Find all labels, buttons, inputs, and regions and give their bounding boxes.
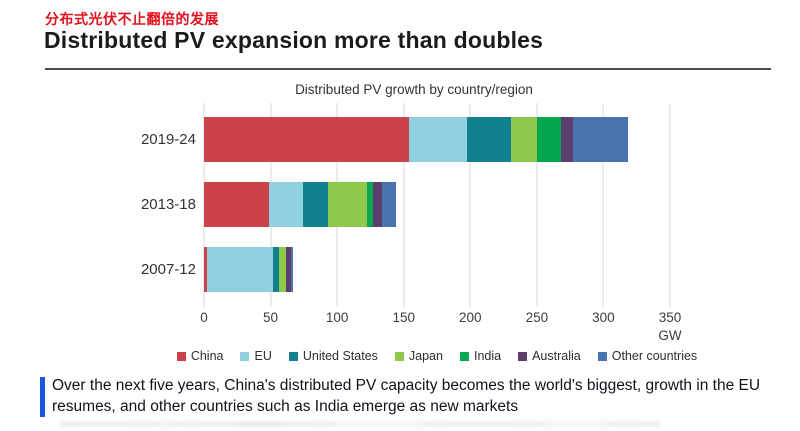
- gridline: [469, 103, 471, 307]
- x-tick-label: 50: [263, 310, 279, 325]
- legend-item-other-countries: Other countries: [597, 349, 698, 363]
- legend-item-united-states: United States: [288, 349, 378, 363]
- x-tick-label: 250: [525, 310, 549, 325]
- x-axis: GW 0 50 100 150 200 250 300 350: [200, 310, 681, 346]
- page-title: Distributed PV expansion more than doubl…: [44, 27, 544, 53]
- legend-item-australia: Australia: [518, 349, 581, 363]
- gridline: [602, 103, 604, 307]
- bar-2019-24: [204, 117, 670, 162]
- bar-segment-united-states: [272, 247, 279, 292]
- bar-segment-other-countries: [381, 182, 396, 227]
- x-tick-label: 0: [200, 310, 208, 325]
- x-tick-label: 350: [658, 310, 682, 325]
- gridline: [536, 103, 538, 307]
- legend-item-japan: Japan: [394, 349, 443, 363]
- legend-item-china: China: [176, 349, 224, 363]
- category-label: 2007-12: [140, 261, 196, 278]
- bar-segment-united-states: [466, 117, 511, 162]
- x-tick-label: 100: [325, 310, 349, 325]
- bar-segment-japan: [510, 117, 537, 162]
- legend-item-eu: EU: [240, 349, 272, 363]
- legend-label: India: [473, 349, 502, 363]
- chart-legend: China EU United States Japan India Australia O…: [104, 349, 770, 363]
- x-tick-label: 300: [592, 310, 615, 325]
- bar-segment-other-countries: [572, 117, 628, 162]
- bar-segment-united-states: [302, 182, 329, 227]
- legend-swatch: [240, 351, 250, 361]
- legend-label: United States: [302, 349, 378, 363]
- legend-swatch: [518, 351, 528, 361]
- caption-accent-bar: [40, 377, 45, 417]
- bar-segment-india: [367, 182, 374, 227]
- x-tick-label: 150: [392, 310, 415, 325]
- gridline: [403, 103, 405, 307]
- legend-swatch: [459, 351, 469, 361]
- legend-label: EU: [254, 349, 272, 363]
- legend-label: China: [190, 349, 224, 363]
- title-divider: [45, 68, 771, 70]
- bar-segment-australia: [285, 247, 291, 292]
- bar-segment-china: [204, 247, 208, 292]
- x-tick-label: 200: [459, 310, 482, 325]
- bar-segment-japan: [328, 182, 368, 227]
- bar-segment-china: [204, 182, 270, 227]
- legend-item-india: India: [459, 349, 502, 363]
- plot-area: [203, 103, 671, 307]
- x-axis-unit: GW: [658, 328, 682, 343]
- cropped-content-artifact: [60, 421, 660, 427]
- bar-segment-australia: [560, 117, 573, 162]
- bar-segment-eu: [269, 182, 303, 227]
- legend-label: Australia: [532, 349, 581, 363]
- legend-label: Other countries: [611, 349, 698, 363]
- category-axis: 2019-24 2013-18 2007-12: [128, 103, 196, 307]
- category-label: 2013-18: [140, 196, 196, 213]
- caption-text: Over the next five years, China's distri…: [52, 377, 761, 416]
- legend-label: Japan: [408, 349, 443, 363]
- bar-2007-12: [204, 247, 670, 292]
- chinese-subtitle: 分布式光伏不止翻倍的发展: [45, 11, 219, 27]
- chart-title: Distributed PV growth by country/region: [295, 82, 533, 97]
- legend-swatch: [176, 351, 186, 361]
- legend-swatch: [597, 351, 607, 361]
- category-label: 2019-24: [140, 131, 196, 148]
- bar-segment-other-countries: [290, 247, 294, 292]
- bar-segment-eu: [207, 247, 273, 292]
- bar-segment-eu: [409, 117, 467, 162]
- bar-segment-japan: [278, 247, 286, 292]
- bar-segment-china: [204, 117, 410, 162]
- bar-segment-australia: [373, 182, 382, 227]
- bar-2013-18: [204, 182, 670, 227]
- gridline: [669, 103, 671, 307]
- legend-swatch: [288, 351, 298, 361]
- legend-swatch: [394, 351, 404, 361]
- bar-segment-india: [536, 117, 561, 162]
